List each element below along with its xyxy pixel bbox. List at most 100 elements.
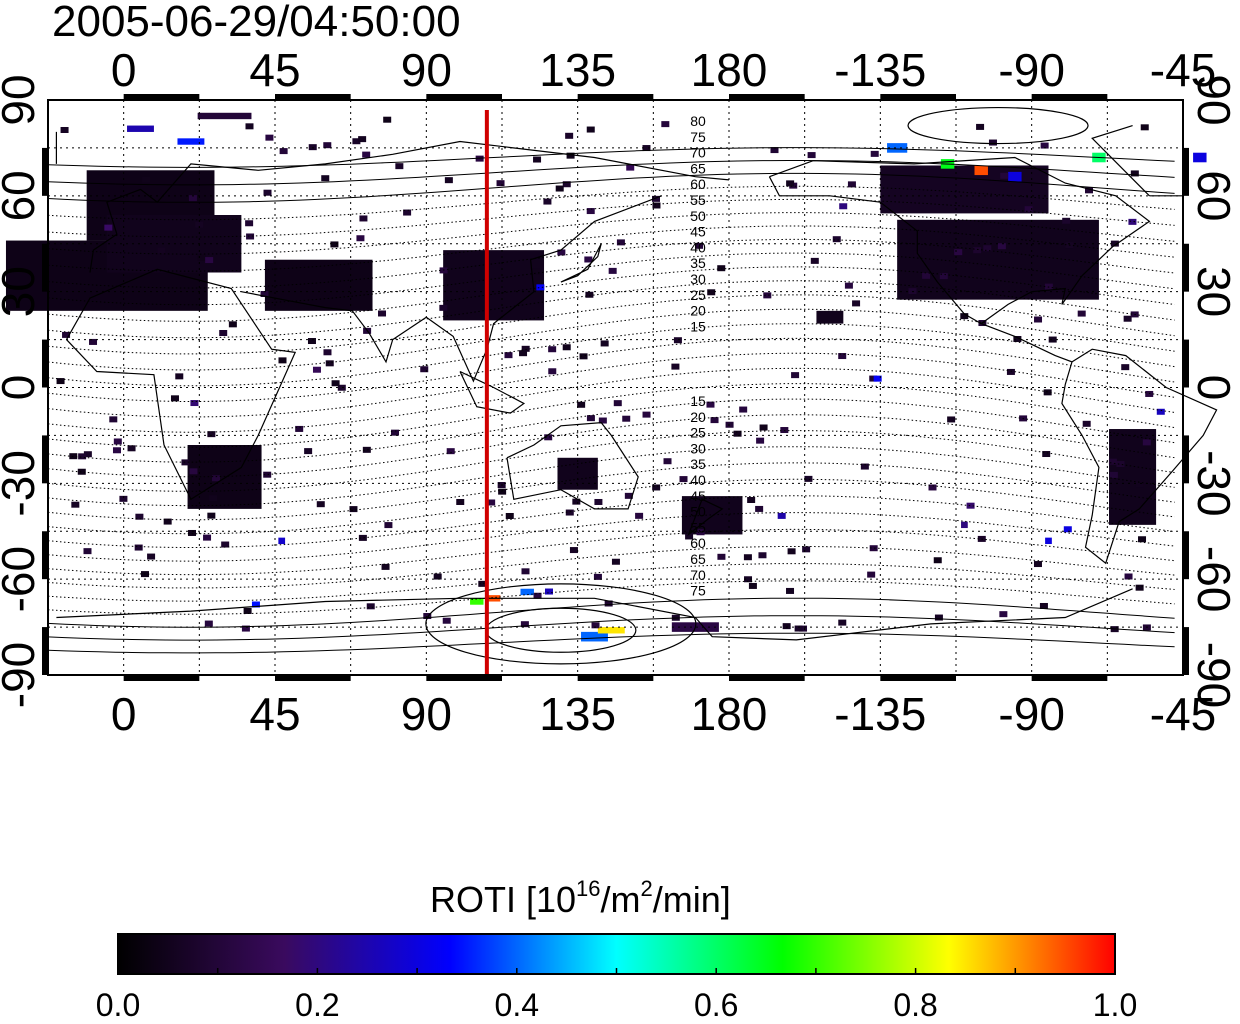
colorbar-tick-label: 0.4 — [495, 987, 539, 1023]
roti-cell — [1138, 536, 1147, 543]
right-lat-label: 90 — [1188, 74, 1240, 125]
roti-cell — [1135, 481, 1144, 488]
roti-cell — [544, 434, 553, 441]
roti-cell — [1124, 573, 1133, 580]
roti-cell — [635, 512, 644, 519]
roti-cell — [1123, 315, 1132, 322]
roti-cell — [420, 366, 429, 373]
mlat-label-south: 70 — [690, 567, 706, 583]
roti-patch — [197, 112, 252, 120]
roti-cell — [847, 181, 856, 188]
roti-cell — [973, 247, 982, 254]
frame-bar — [1183, 435, 1189, 484]
roti-cell — [591, 622, 600, 629]
roti-cell — [780, 427, 789, 434]
coastline — [65, 268, 297, 501]
roti-cell — [671, 363, 680, 370]
mlat-label-south: 50 — [690, 504, 706, 520]
roti-cell — [870, 150, 879, 157]
mlat-label-south: 30 — [690, 440, 706, 456]
roti-cell — [710, 417, 719, 424]
bottom-lon-label: -135 — [834, 688, 926, 740]
top-lon-label: 180 — [691, 44, 768, 96]
roti-cell — [228, 321, 237, 328]
roti-cell — [557, 249, 566, 256]
roti-cell — [209, 495, 218, 502]
roti-cell — [1048, 336, 1057, 343]
frame-bar — [275, 94, 351, 100]
bottom-lon-label: 0 — [111, 688, 137, 740]
roti-patch — [681, 496, 743, 535]
mlat-contour — [47, 185, 1175, 221]
roti-cell — [756, 437, 765, 444]
roti-cell — [251, 601, 260, 608]
frame-bar — [1183, 531, 1189, 580]
roti-cell — [533, 592, 542, 599]
roti-cell — [263, 471, 272, 478]
roti-cell — [983, 245, 992, 252]
left-lat-label: 90 — [0, 74, 44, 125]
roti-cell — [642, 145, 651, 152]
roti-cell — [794, 625, 803, 632]
timestamp-title: 2005-06-29/04:50:00 — [52, 0, 461, 46]
roti-cell — [810, 257, 819, 264]
mlat-contour — [47, 323, 1175, 387]
roti-cell — [442, 617, 451, 624]
roti-cell — [207, 431, 216, 438]
roti-cell — [207, 512, 216, 519]
frame-bar — [1183, 243, 1189, 292]
roti-cell — [695, 242, 704, 249]
roti-cell — [519, 350, 528, 357]
mlat-contour — [47, 367, 1175, 433]
roti-cell — [763, 292, 772, 299]
roti-cell — [1077, 310, 1086, 317]
coastline — [56, 588, 1133, 641]
roti-patch — [187, 445, 262, 509]
roti-cell — [157, 247, 166, 254]
roti-cell — [586, 208, 595, 215]
roti-cell — [933, 557, 942, 564]
roti-cell — [170, 395, 179, 402]
roti-cell — [839, 203, 848, 210]
right-lat-label: -90 — [1188, 642, 1240, 708]
roti-cell — [707, 289, 716, 296]
roti-cell — [652, 202, 661, 209]
left-lat-label: 60 — [0, 170, 44, 221]
roti-cell — [359, 215, 368, 222]
mlat-contour — [47, 546, 1175, 589]
roti-cell — [362, 446, 371, 453]
roti-cell — [330, 241, 339, 248]
roti-cell — [181, 459, 190, 466]
south-mag-pole-oval — [425, 583, 697, 665]
frame-bar — [729, 94, 805, 100]
mlat-contour — [47, 478, 1175, 535]
mlat-contour — [47, 198, 1175, 238]
mlat-label-north: 65 — [690, 160, 706, 176]
roti-cell — [663, 458, 672, 465]
right-latitude-labels: 90 60 30 0 -30 -60 -90 — [1188, 74, 1240, 708]
roti-cell — [622, 415, 631, 422]
roti-cell — [1109, 471, 1118, 478]
roti-cell — [212, 475, 221, 482]
mlat-contour — [47, 308, 1175, 371]
mlat-contour — [47, 160, 1175, 186]
roti-cell — [867, 571, 876, 578]
coastline — [560, 243, 602, 283]
roti-cell — [832, 236, 841, 243]
roti-cell — [381, 563, 390, 570]
roti-cell — [852, 300, 861, 307]
mlat-contour — [47, 352, 1175, 418]
mlat-label-north: 15 — [690, 318, 706, 334]
mlat-contour — [47, 414, 1175, 478]
roti-cell — [791, 372, 800, 379]
roti-cell — [190, 400, 199, 407]
roti-cell — [60, 126, 69, 133]
roti-cell — [770, 147, 779, 154]
roti-cell — [446, 448, 455, 455]
roti-cell — [1130, 170, 1139, 177]
mlat-label-north: 40 — [690, 239, 706, 255]
coastline — [768, 176, 982, 325]
roti-cell — [748, 582, 757, 589]
roti-cell — [1042, 451, 1051, 458]
mlat-label-north: 35 — [690, 255, 706, 271]
